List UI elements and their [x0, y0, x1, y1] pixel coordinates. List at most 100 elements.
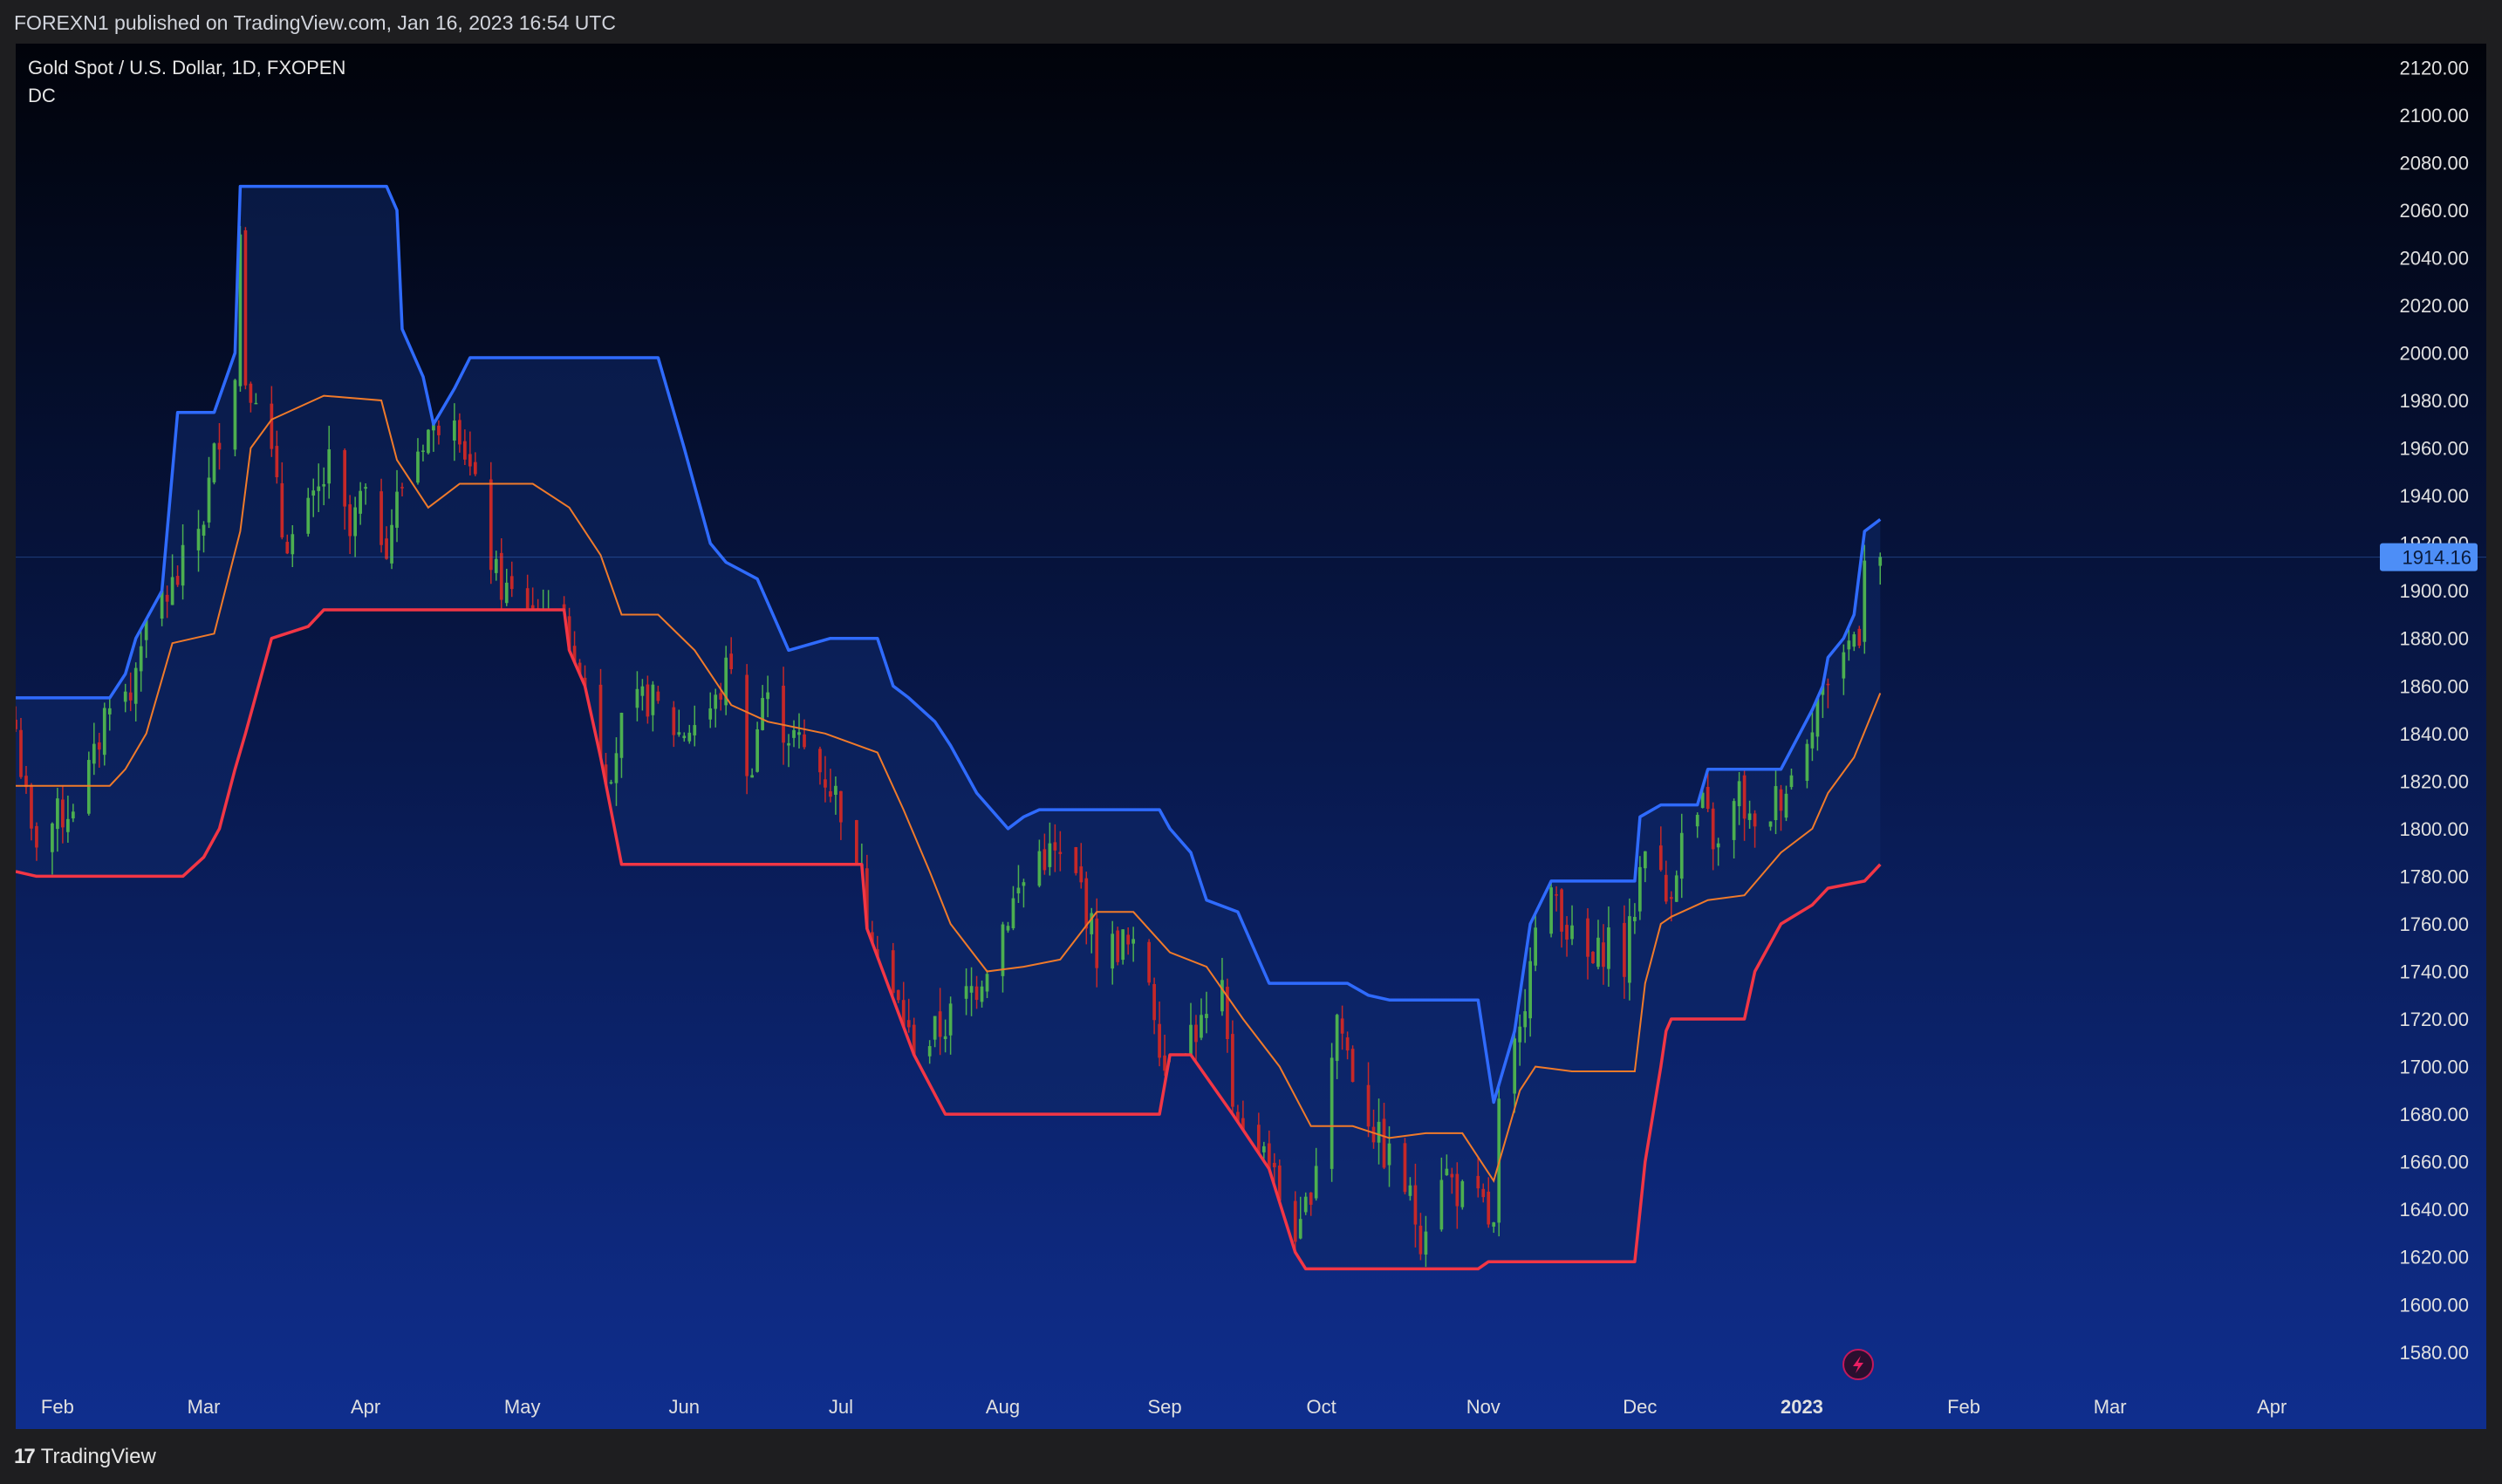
candle-body: [1768, 821, 1773, 827]
candle: [123, 683, 127, 713]
candle-body: [1116, 930, 1120, 962]
candle: [1084, 872, 1089, 945]
candle: [395, 469, 399, 543]
candle-body: [745, 674, 749, 776]
candle-body: [1371, 1126, 1376, 1143]
candle-body: [144, 619, 148, 640]
candle-body: [1753, 813, 1757, 827]
candle-body: [865, 868, 869, 929]
candle-body: [61, 799, 65, 828]
candle: [656, 685, 660, 704]
candle: [306, 488, 311, 537]
candle: [1753, 810, 1757, 848]
candle-body: [1131, 939, 1136, 944]
footer-brand-text: TradingView: [40, 1445, 156, 1468]
candle: [1424, 1215, 1428, 1268]
symbol-title[interactable]: Gold Spot / U.S. Dollar, 1D, FXOPEN: [28, 57, 346, 79]
candle-body: [1747, 813, 1752, 820]
candle: [974, 975, 979, 1009]
lightning-icon[interactable]: [1842, 1349, 1874, 1380]
y-tick-label: 1580.00: [2399, 1342, 2469, 1364]
candle-body: [1534, 927, 1537, 966]
candle-body: [1095, 918, 1099, 968]
candle-body: [473, 462, 477, 475]
candle: [964, 968, 968, 1016]
candle-body: [1826, 683, 1830, 686]
candle-body: [56, 798, 59, 830]
candle-body: [468, 454, 472, 467]
price-chart[interactable]: 1580.00 1600.00 1620.00 1640.00 1660.00 1680.…: [16, 44, 2486, 1429]
candle: [1674, 870, 1678, 902]
candle-body: [437, 425, 441, 435]
candle: [1445, 1154, 1449, 1176]
candle: [1492, 1221, 1496, 1234]
chart-frame[interactable]: 1580.00 1600.00 1620.00 1640.00 1660.00 1680.…: [16, 44, 2486, 1429]
candle-body: [238, 234, 243, 386]
candle-body: [656, 691, 660, 701]
candle-body: [1695, 814, 1699, 827]
candle-body: [1309, 1192, 1313, 1205]
candle-body: [530, 605, 535, 611]
candle-body: [343, 450, 347, 507]
candle: [1074, 846, 1078, 876]
candle-body: [803, 734, 806, 748]
candle-body: [1330, 1057, 1334, 1169]
indicator-label[interactable]: DC: [28, 85, 56, 106]
candle: [1277, 1159, 1282, 1203]
candle-body: [729, 653, 734, 670]
candle: [906, 998, 911, 1033]
candle: [525, 574, 530, 611]
candle: [729, 637, 734, 674]
candle: [1570, 905, 1574, 946]
candle: [1596, 920, 1600, 970]
candle: [1303, 1192, 1308, 1215]
candle: [1220, 957, 1224, 1016]
candle: [1330, 1043, 1334, 1182]
x-tick-label: Apr: [351, 1396, 380, 1418]
candle: [202, 521, 206, 553]
candle: [1377, 1098, 1381, 1165]
candle-body: [619, 712, 624, 758]
candle: [1366, 1062, 1371, 1138]
candle-body: [1774, 786, 1778, 821]
candle: [635, 671, 639, 721]
candle: [1826, 678, 1830, 708]
candle: [609, 779, 613, 785]
candle-body: [504, 582, 509, 604]
candle: [1779, 784, 1783, 831]
candle: [901, 981, 906, 1027]
candle: [400, 482, 404, 497]
candle: [829, 769, 832, 803]
candle-body: [782, 685, 785, 743]
x-tick-label: Feb: [41, 1396, 74, 1418]
candle: [217, 423, 222, 470]
candle-body: [1293, 1200, 1297, 1242]
candle: [1147, 939, 1151, 986]
candle: [1528, 947, 1532, 1037]
candle: [750, 768, 754, 778]
candle: [1857, 626, 1862, 649]
candle-body: [635, 688, 639, 708]
tradingview-logo[interactable]: 17 TradingView: [14, 1445, 156, 1469]
candle: [782, 667, 785, 765]
candle: [1821, 686, 1825, 718]
candle: [1623, 905, 1626, 999]
candle-body: [499, 552, 503, 600]
candle-body: [1638, 866, 1642, 912]
candle: [896, 989, 900, 1003]
candle-body: [1256, 1125, 1261, 1153]
candle-body: [525, 588, 530, 611]
candle: [128, 672, 133, 712]
candle-body: [280, 482, 284, 537]
y-tick-label: 2120.00: [2399, 57, 2469, 79]
candle-body: [133, 667, 138, 704]
candle: [818, 746, 822, 785]
candle-body: [578, 662, 582, 674]
candle-body: [1079, 866, 1084, 883]
candle-body: [139, 646, 143, 672]
candle-body: [416, 451, 420, 483]
candle: [1345, 1031, 1350, 1060]
candle-body: [379, 491, 383, 545]
candle: [359, 482, 362, 525]
lightning-icon-bolt: [1853, 1356, 1863, 1373]
